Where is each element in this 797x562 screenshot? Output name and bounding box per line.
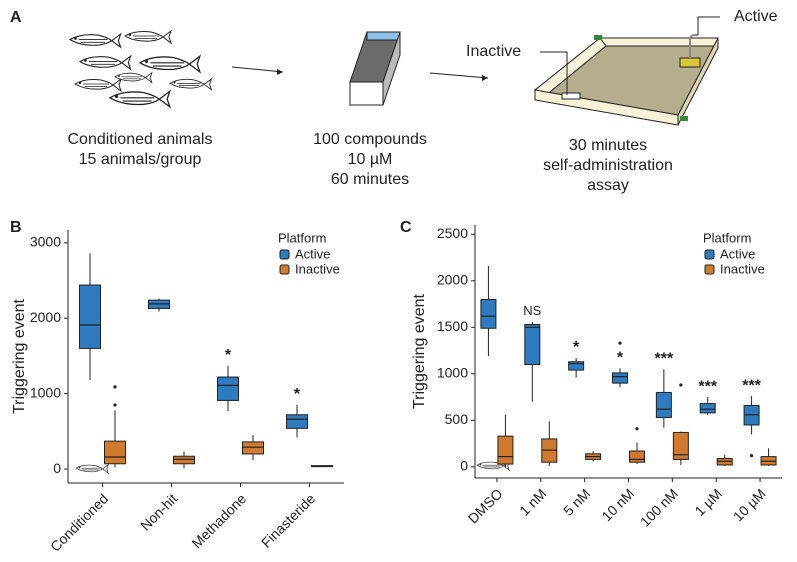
legend-label: Active [720, 246, 755, 261]
box [217, 376, 239, 401]
y-axis-label: Triggering event [11, 298, 28, 414]
x-tick-label: 5 nM [560, 485, 593, 518]
step-text: 30 minutes [569, 137, 647, 154]
box [104, 440, 126, 465]
outlier [113, 385, 117, 389]
panel-label: B [10, 219, 22, 236]
significance-label: * [225, 347, 232, 364]
step-text: 100 compounds [313, 131, 427, 148]
inactive-label: Inactive [466, 43, 521, 60]
box [655, 391, 672, 419]
x-tick-label: 1 nM [516, 485, 549, 518]
x-tick-label: Non-hit [137, 490, 180, 533]
significance-label: *** [655, 350, 674, 367]
legend-swatch [704, 264, 715, 275]
active-label: Active [734, 8, 778, 25]
x-tick-label: Conditioned [47, 490, 111, 554]
box [612, 372, 628, 384]
x-tick-label: Methadone [188, 490, 249, 551]
y-axis-label: Triggering event [411, 293, 428, 409]
box [480, 298, 497, 329]
fish-icon [75, 464, 109, 474]
outlier [113, 403, 117, 407]
legend-swatch [279, 264, 290, 275]
panel-label: A [10, 9, 22, 26]
x-tick-label: 10 nM [598, 485, 637, 524]
box [568, 361, 585, 371]
legend-label: Active [295, 246, 330, 261]
y-tick-label: 2000 [30, 309, 61, 325]
box [286, 414, 308, 429]
outlier [679, 383, 683, 387]
arrow-head [482, 75, 488, 81]
step-text: Conditioned animals [68, 131, 213, 148]
arrow [231, 66, 284, 73]
legend-title: Platform [278, 230, 326, 245]
step-text: self-administration [543, 157, 673, 174]
box [524, 324, 541, 366]
arena [533, 16, 720, 126]
significance-label: * [573, 339, 580, 356]
step-text: 10 µM [348, 151, 393, 168]
y-tick-label: 2500 [437, 225, 468, 241]
box [79, 284, 101, 349]
box [173, 455, 195, 465]
x-tick-label: 10 µM [730, 485, 769, 524]
panel-label: C [400, 219, 412, 236]
arrow [429, 72, 489, 79]
outlier [635, 427, 639, 431]
box [629, 450, 645, 463]
significance-label: *** [698, 378, 717, 395]
x-tick-label: DMSO [465, 485, 506, 526]
legend-label: Inactive [295, 261, 340, 276]
compound-trough [349, 31, 401, 106]
box [672, 431, 689, 460]
legend-swatch [704, 249, 715, 260]
step-text: 15 animals/group [79, 151, 202, 168]
outlier [618, 341, 622, 345]
y-tick-label: 2000 [437, 272, 468, 288]
arrow-head [277, 69, 283, 75]
y-tick-label: 1500 [437, 318, 468, 334]
box [242, 441, 264, 455]
step-text: assay [587, 177, 629, 194]
significance-label: NS [523, 303, 541, 318]
significance-label: * [294, 386, 301, 403]
fish-school [69, 30, 212, 108]
y-tick-label: 1000 [437, 365, 468, 381]
box [699, 403, 716, 414]
y-tick-label: 500 [445, 411, 469, 427]
legend-swatch [279, 249, 290, 260]
outlier [749, 454, 754, 458]
y-tick-label: 0 [53, 460, 61, 476]
y-tick-label: 3000 [30, 234, 61, 250]
step-text: 60 minutes [331, 171, 409, 188]
legend-title: Platform [703, 230, 751, 245]
significance-label: *** [742, 377, 761, 394]
x-tick-label: Finasteride [258, 490, 318, 550]
x-tick-label: 100 nM [637, 485, 681, 529]
significance-label: * [617, 349, 624, 366]
box [497, 435, 514, 465]
y-tick-label: 1000 [30, 384, 61, 400]
legend-label: Inactive [720, 261, 765, 276]
x-tick-label: 1 µM [691, 485, 725, 519]
y-tick-label: 0 [460, 458, 468, 474]
